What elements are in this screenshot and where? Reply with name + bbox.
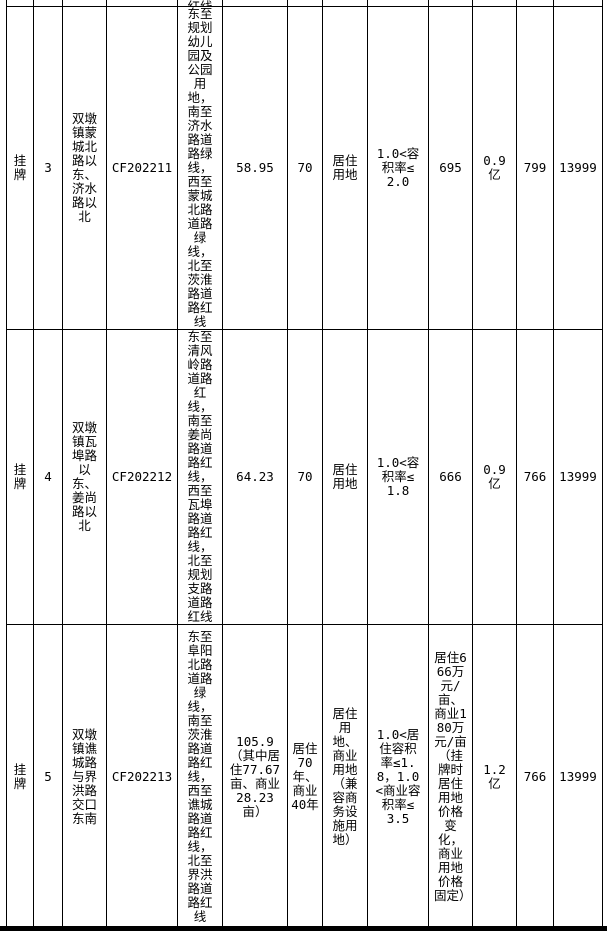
cell-serial-number: 5 (33, 624, 63, 929)
cell-land-use: 居住用地 (322, 329, 368, 625)
table-row-parcel-3: 挂牌 3 双墩镇蒙城北路以东、济水路以北 CF202211 东至规划幼儿园及公园… (6, 6, 603, 330)
cell-parcel-code: CF202211 (106, 6, 178, 330)
cell-location: 双墩镇谯城路与界洪路交口东南 (62, 624, 107, 929)
cell-serial-number: 3 (33, 6, 63, 330)
cell-parcel-code: CF202212 (106, 329, 178, 625)
cell-cap-price: 13999 (553, 624, 603, 929)
cell-term-years: 70 (287, 6, 323, 330)
cell-increment: 766 (516, 329, 554, 625)
cell-plot-ratio: 1.0<容积率≤1.8 (367, 329, 429, 625)
cell-increment: 799 (516, 6, 554, 330)
clipped-text-fragment: 红线 (179, 0, 222, 6)
cell-location: 双墩镇蒙城北路以东、济水路以北 (62, 6, 107, 330)
cell-area-mu: 105.9（其中居住77.67亩、商业28.23亩） (222, 624, 288, 929)
cell-listing-type: 挂牌 (6, 6, 34, 330)
cell-land-use: 居住用地、商业用地（兼容商务设施用地） (322, 624, 368, 929)
cell-plot-ratio: 1.0<容积率≤2.0 (367, 6, 429, 330)
table-row-parcel-4: 挂牌 4 双墩镇瓦埠路以东、姜尚路以北 CF202212 东至清风岭路道路红线，… (6, 329, 603, 625)
cell-boundaries: 东至阜阳北路道路绿线，南至茨淮路道路红线，西至谯城路道路红线，北至界洪路道路红线 (177, 624, 223, 929)
cell-deposit: 0.9亿 (472, 6, 517, 330)
table-row-parcel-5: 挂牌 5 双墩镇谯城路与界洪路交口东南 CF202213 东至阜阳北路道路绿线，… (6, 624, 603, 929)
land-listing-table: 红线 挂牌 3 双墩镇蒙城北路以东、济水路以北 CF202211 东至规划幼儿园… (6, 0, 603, 929)
cell-parcel-code: CF202213 (106, 624, 178, 929)
bottom-border-bar (0, 926, 607, 931)
cell-start-price: 695 (428, 6, 473, 330)
cell-listing-type: 挂牌 (6, 329, 34, 625)
cell-serial-number: 4 (33, 329, 63, 625)
cell-deposit: 0.9亿 (472, 329, 517, 625)
cell-boundaries: 东至规划幼儿园及公园用地，南至济水路道路绿线，西至蒙城北路道路绿线，北至茨淮路道… (177, 6, 223, 330)
cell-land-use: 居住用地 (322, 6, 368, 330)
cell-location: 双墩镇瓦埠路以东、姜尚路以北 (62, 329, 107, 625)
cell-cap-price: 13999 (553, 6, 603, 330)
cell-plot-ratio: 1.0<居住容积率≤1.8，1.0<商业容积率≤3.5 (367, 624, 429, 929)
cell-start-price: 居住666万元/亩、商业180万元/亩（挂牌时居住用地价格变化，商业用地价格固定… (428, 624, 473, 929)
cell-area-mu: 58.95 (222, 6, 288, 330)
cell-cap-price: 13999 (553, 329, 603, 625)
cell-increment: 766 (516, 624, 554, 929)
cell-listing-type: 挂牌 (6, 624, 34, 929)
cell-boundaries: 东至清风岭路道路红线，南至姜尚路道路红线，西至瓦埠路道路红线，北至规划支路道路红… (177, 329, 223, 625)
cell-start-price: 666 (428, 329, 473, 625)
cell-deposit: 1.2亿 (472, 624, 517, 929)
cell-area-mu: 64.23 (222, 329, 288, 625)
cell-term-years: 70 (287, 329, 323, 625)
cell-term-years: 居住70年、商业40年 (287, 624, 323, 929)
